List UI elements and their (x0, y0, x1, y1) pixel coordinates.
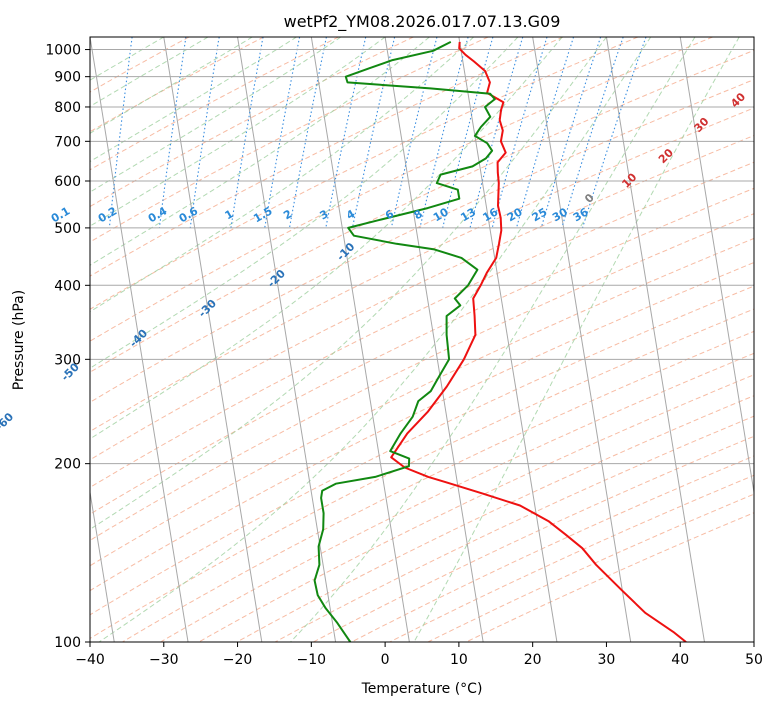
moist-adiabat (90, 37, 253, 134)
dry-adiabat (160, 352, 754, 642)
y-tick-label: 100 (54, 635, 81, 651)
x-tick-label: 50 (745, 652, 763, 668)
mixing-ratio-line (288, 37, 327, 228)
y-tick-label: 300 (54, 352, 81, 368)
dry-adiabat (122, 330, 754, 642)
moist-adiabat (90, 37, 563, 440)
isotherm (163, 37, 263, 642)
moist-adiabat (90, 37, 165, 81)
dry-adiabat (90, 285, 754, 616)
x-tick-label: −40 (75, 652, 105, 668)
moist-adiabat (290, 37, 696, 642)
chart-title: wetPf2_YM08.2026.017.07.13.G09 (284, 12, 561, 32)
y-tick-label: 500 (54, 221, 81, 237)
dry-adiabat (236, 395, 754, 642)
isotherm (679, 37, 754, 496)
mixing-ratio-line (581, 37, 647, 229)
mixing-ratio-line (491, 37, 548, 229)
moist-adiabat (90, 37, 386, 227)
y-tick-label: 900 (54, 70, 81, 86)
dry-adiabat (198, 374, 754, 642)
dry-adiabat (90, 187, 754, 515)
moist-adiabat (90, 37, 342, 193)
mixing-ratio-line (158, 37, 187, 228)
mixing-ratio-line (540, 37, 602, 229)
pressure-gridlines (90, 49, 754, 642)
mixing-ratio-line (108, 37, 133, 228)
x-tick-label: 20 (524, 652, 542, 668)
x-tick-label: 10 (450, 652, 468, 668)
x-axis-ticks: −40 −30 −20 −10 0 10 20 30 40 50 (75, 642, 763, 668)
isotherm (90, 489, 115, 642)
moist-adiabat (413, 37, 740, 642)
isotherm (384, 37, 484, 642)
moist-adiabat (90, 37, 519, 369)
moist-adiabat (90, 37, 430, 266)
dry-adiabat (90, 79, 754, 403)
y-axis-ticks: 100 200 300 400 500 600 700 800 900 1000 (45, 43, 90, 651)
plot-area (90, 37, 754, 642)
dry-adiabat (90, 107, 754, 433)
mixing-ratio-line (442, 37, 494, 229)
dry-adiabat (90, 37, 713, 342)
dry-adiabat (90, 308, 754, 640)
x-tick-label: −10 (297, 652, 327, 668)
isotherm (532, 37, 632, 642)
plot-frame (89, 36, 755, 643)
moist-adiabat (90, 37, 607, 530)
mixing-ratio-line (390, 37, 438, 229)
dry-adiabat (90, 37, 639, 310)
x-tick-label: 40 (671, 652, 689, 668)
y-tick-label: 1000 (45, 43, 81, 59)
y-tick-label: 200 (54, 457, 81, 473)
x-axis-label: Temperature (°C) (361, 681, 483, 697)
moist-adiabat (90, 37, 297, 163)
mixing-ratio-line (419, 37, 469, 229)
isotherm (310, 37, 410, 642)
dry-adiabat (90, 37, 265, 133)
isotherm (605, 37, 705, 642)
y-axis-label: Pressure (hPa) (11, 290, 27, 390)
x-tick-label: 0 (381, 652, 390, 668)
mixing-ratio-line (325, 37, 367, 229)
temperature-profile (390, 41, 687, 642)
profiles (313, 41, 687, 642)
x-tick-label: −20 (223, 652, 253, 668)
x-tick-label: −30 (149, 652, 179, 668)
background-lines (90, 37, 754, 642)
y-tick-label: 400 (54, 278, 81, 294)
mixing-ratio-line (561, 37, 624, 229)
mixing-ratio-line (515, 37, 575, 229)
mixing-ratio-line (189, 37, 220, 228)
dry-adiabat (90, 161, 754, 488)
y-tick-label: 600 (54, 174, 81, 190)
y-tick-label: 700 (54, 134, 81, 150)
moist-adiabat (98, 37, 652, 642)
dry-adiabat (90, 37, 489, 243)
y-tick-label: 800 (54, 100, 81, 116)
dry-adiabat (90, 134, 754, 461)
moist-adiabat (90, 37, 209, 107)
isotherm (90, 37, 189, 642)
x-tick-label: 30 (598, 652, 616, 668)
dewpoint-profile (313, 41, 496, 642)
isotherm (458, 37, 558, 642)
moist-adiabat (90, 37, 474, 313)
